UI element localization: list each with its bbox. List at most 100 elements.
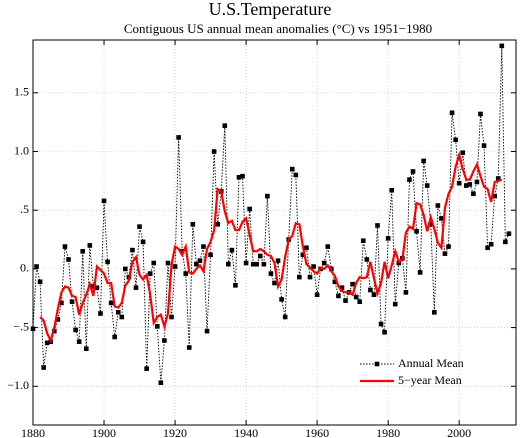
data-point <box>414 229 419 234</box>
data-point <box>215 221 220 227</box>
data-point <box>375 223 380 228</box>
data-point <box>446 244 451 249</box>
data-point <box>59 300 64 306</box>
data-point <box>37 279 43 285</box>
data-point <box>297 274 302 280</box>
data-point <box>407 177 412 182</box>
data-point <box>162 338 167 343</box>
data-point <box>371 292 377 298</box>
data-point <box>112 334 117 340</box>
data-point <box>108 300 114 306</box>
data-point <box>265 193 270 199</box>
data-point <box>197 258 203 263</box>
x-tick-label: 1920 <box>163 426 187 438</box>
data-point <box>456 180 462 186</box>
data-point <box>204 328 210 334</box>
y-tick-label: 1.0 <box>14 143 29 157</box>
data-point <box>289 166 295 172</box>
data-point <box>87 243 93 248</box>
x-tick-label: 1960 <box>305 426 329 438</box>
data-point <box>115 310 121 315</box>
data-point <box>449 110 455 116</box>
data-point <box>190 221 196 227</box>
data-point <box>435 203 441 208</box>
x-tick-label: 1980 <box>376 426 400 438</box>
data-point <box>304 245 309 251</box>
data-point <box>478 111 483 117</box>
data-point <box>282 314 288 320</box>
data-point <box>382 329 387 335</box>
x-tick-label: 1940 <box>234 426 258 438</box>
data-point <box>69 299 75 305</box>
series-line <box>39 150 503 344</box>
data-point <box>360 238 366 244</box>
data-point <box>222 123 228 128</box>
data-point <box>311 264 316 269</box>
data-point <box>91 284 96 289</box>
data-point <box>211 149 217 154</box>
data-point <box>410 169 416 174</box>
data-point <box>183 271 189 276</box>
data-point <box>261 261 267 267</box>
data-point <box>140 239 146 245</box>
data-point <box>236 175 242 180</box>
data-point <box>275 258 281 263</box>
data-point <box>453 137 458 143</box>
data-point <box>94 285 100 290</box>
data-point <box>506 231 512 236</box>
data-point <box>105 259 110 265</box>
data-point <box>73 327 78 333</box>
legend-label: Annual Mean <box>398 356 464 370</box>
data-point <box>503 239 508 245</box>
data-point <box>137 224 142 229</box>
data-point <box>467 182 473 187</box>
data-point <box>186 345 192 350</box>
data-point <box>488 241 494 247</box>
data-point <box>101 198 107 204</box>
data-point <box>151 260 157 266</box>
data-point <box>499 43 505 49</box>
data-point <box>353 294 359 300</box>
data-point <box>268 271 274 276</box>
data-point <box>226 261 231 267</box>
data-point <box>471 191 476 197</box>
data-point <box>300 252 306 258</box>
data-point <box>368 287 373 293</box>
data-point <box>144 366 149 371</box>
legend-label: 5−year Mean <box>398 373 462 387</box>
data-point <box>229 247 235 253</box>
data-point <box>83 346 89 352</box>
data-point <box>428 221 434 227</box>
data-point <box>179 248 185 254</box>
data-point <box>243 260 249 266</box>
x-tick-label: 1900 <box>92 426 116 438</box>
data-point <box>240 173 245 179</box>
data-point <box>55 317 61 322</box>
x-tick-label: 2000 <box>447 426 471 438</box>
data-point <box>417 270 423 275</box>
data-point <box>343 298 348 303</box>
data-point <box>66 257 71 262</box>
data-point <box>392 301 398 307</box>
data-point <box>41 365 46 370</box>
data-point <box>385 236 391 241</box>
data-point <box>123 266 128 272</box>
data-point <box>201 244 206 249</box>
y-tick-label: 1.5 <box>14 85 29 99</box>
data-point <box>325 244 331 249</box>
legend-marker <box>374 361 380 367</box>
data-point <box>314 292 320 298</box>
data-point <box>80 248 86 254</box>
data-point <box>357 299 363 305</box>
data-point <box>133 285 139 290</box>
data-point <box>421 158 426 164</box>
data-point <box>321 260 327 266</box>
data-point <box>272 280 277 286</box>
y-tick-label: .5 <box>20 202 29 216</box>
data-point <box>44 340 50 346</box>
data-point <box>194 261 199 267</box>
data-point <box>460 150 466 155</box>
data-point <box>62 244 68 249</box>
chart-title: U.S.Temperature <box>209 0 332 19</box>
